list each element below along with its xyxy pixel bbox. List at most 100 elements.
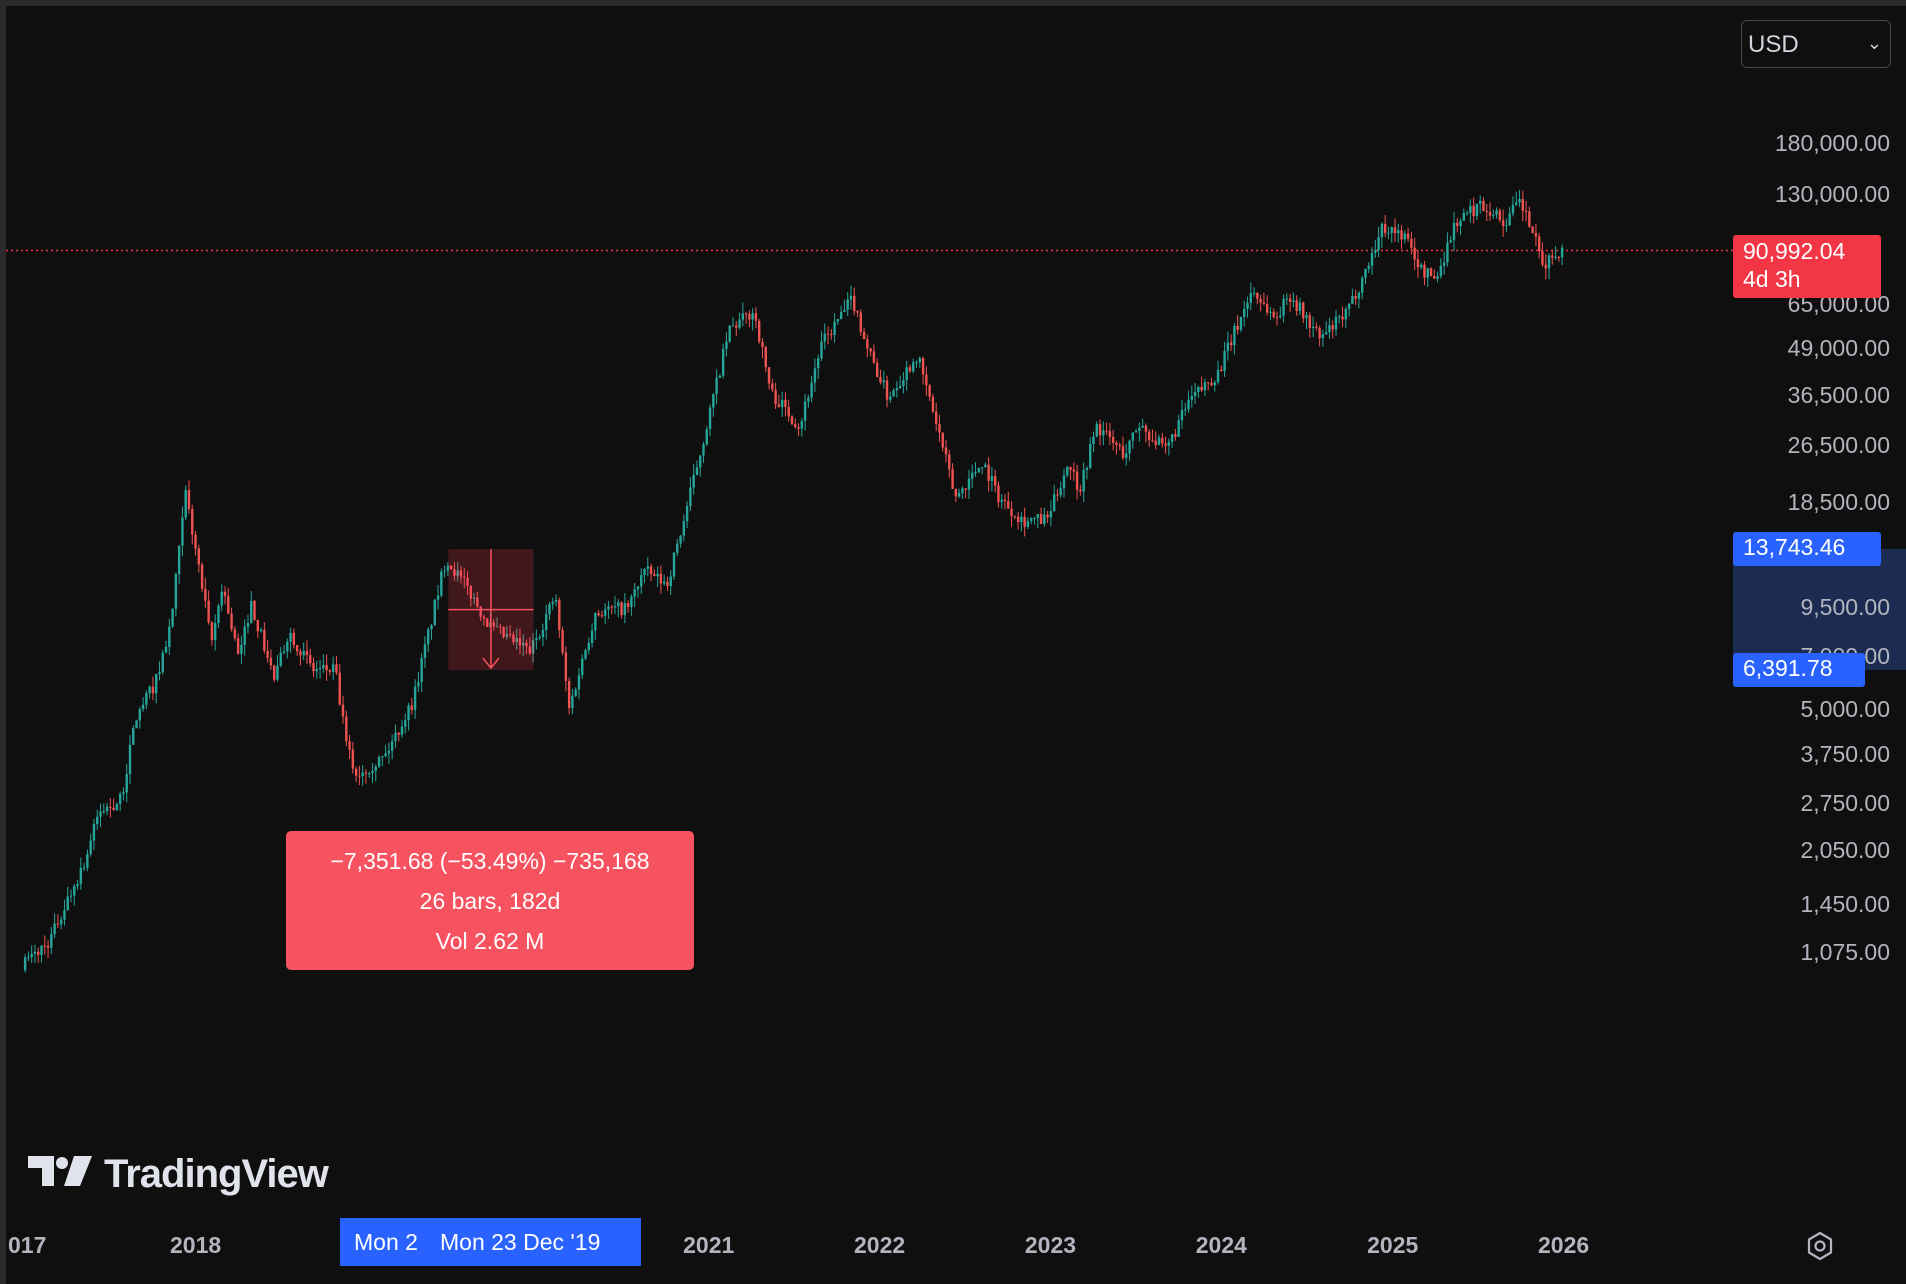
candle-body <box>1492 214 1495 216</box>
candle-body <box>1469 205 1472 213</box>
candle-body <box>571 695 574 708</box>
candle-body <box>636 586 640 590</box>
candle-body <box>1531 226 1534 234</box>
candle-body <box>427 629 430 645</box>
candle-body <box>1393 227 1397 234</box>
candle-body <box>679 535 682 544</box>
candle-body <box>1537 236 1541 252</box>
candle-body <box>1279 315 1282 318</box>
candle-body <box>908 367 912 372</box>
candle-body <box>151 686 155 694</box>
candle-body <box>1347 303 1351 309</box>
candle-body <box>1485 211 1488 213</box>
candle-body <box>554 600 558 603</box>
candle-body <box>1256 292 1259 299</box>
candle-body <box>328 670 332 672</box>
candle-body <box>440 571 443 596</box>
candle-body <box>40 945 43 956</box>
price-tick-label: 3,750.00 <box>1800 741 1890 768</box>
candle-body <box>653 574 656 577</box>
candle-body <box>974 472 977 474</box>
candle-body <box>892 390 895 397</box>
candle-body <box>853 295 856 312</box>
candle-body <box>145 693 148 705</box>
candle-body <box>1410 238 1413 248</box>
candle-body <box>692 474 695 488</box>
candle-body <box>164 646 168 653</box>
candle-body <box>286 641 289 652</box>
candle-body <box>348 741 351 750</box>
candle-body <box>105 806 109 812</box>
candle-body <box>1374 250 1377 253</box>
time-tick-label: 2026 <box>1538 1232 1590 1258</box>
candle-body <box>626 602 630 607</box>
candle-body <box>253 600 256 620</box>
candle-body <box>885 380 889 400</box>
candle-body <box>1144 425 1148 432</box>
candle-body <box>161 652 164 673</box>
candle-body <box>777 404 781 408</box>
candle-body <box>931 396 935 412</box>
candle-body <box>1177 420 1180 437</box>
candle-body <box>1056 494 1059 496</box>
candle-body <box>204 588 207 601</box>
candle-body <box>866 339 869 349</box>
candle-body <box>407 705 410 721</box>
candle-body <box>276 665 279 680</box>
candle-body <box>1413 247 1416 260</box>
candle-body <box>961 488 964 493</box>
candle-body <box>1515 202 1518 205</box>
candle-body <box>1115 442 1118 445</box>
candle-body <box>934 411 938 424</box>
candle-body <box>1482 200 1485 212</box>
candle-body <box>289 632 292 642</box>
candle-body <box>92 824 96 841</box>
time-tick-label: 2021 <box>683 1232 735 1258</box>
candle-body <box>754 313 758 321</box>
candle-body <box>764 347 767 368</box>
time-tick-label: 017 <box>8 1232 47 1258</box>
measure-range[interactable] <box>448 549 534 671</box>
candle-body <box>1364 268 1367 278</box>
candle-body <box>735 325 738 328</box>
candle-body <box>1082 469 1085 492</box>
settings-icon[interactable] <box>1804 1230 1836 1262</box>
candle-body <box>302 650 305 656</box>
candle-body <box>712 393 715 408</box>
candle-body <box>223 591 227 597</box>
candle-body <box>1105 430 1108 432</box>
candle-body <box>459 570 463 577</box>
candle-body <box>1334 316 1338 330</box>
candle-body <box>1233 325 1236 346</box>
candle-body <box>492 622 495 627</box>
currency-select[interactable]: USD ⌄ <box>1741 20 1891 68</box>
candle-body <box>1187 399 1190 410</box>
candle-body <box>1429 268 1433 277</box>
candle-body <box>787 407 790 417</box>
candle-body <box>1246 302 1249 309</box>
candle-body <box>1518 199 1521 203</box>
last-price-tag: 90,992.04 4d 3h <box>1733 235 1881 299</box>
candle-body <box>394 732 397 742</box>
candle-body <box>1111 436 1115 443</box>
candle-body <box>135 720 138 729</box>
candle-body <box>1243 308 1246 318</box>
candle-body <box>597 613 600 616</box>
candle-body <box>479 606 482 617</box>
candle-body <box>522 642 525 646</box>
candle-body <box>122 792 125 794</box>
candle-body <box>1544 264 1547 269</box>
candle-body <box>1446 242 1449 263</box>
candle-body <box>1400 230 1403 240</box>
candle-body <box>318 667 322 669</box>
candle-body <box>1397 230 1400 234</box>
candle-body <box>738 319 741 328</box>
price-tick-label: 18,500.00 <box>1787 489 1890 516</box>
candle-body <box>584 650 587 659</box>
candle-body <box>1351 295 1354 304</box>
candle-body <box>1259 298 1262 303</box>
candle-body <box>1406 233 1410 239</box>
candle-body <box>1164 443 1167 446</box>
